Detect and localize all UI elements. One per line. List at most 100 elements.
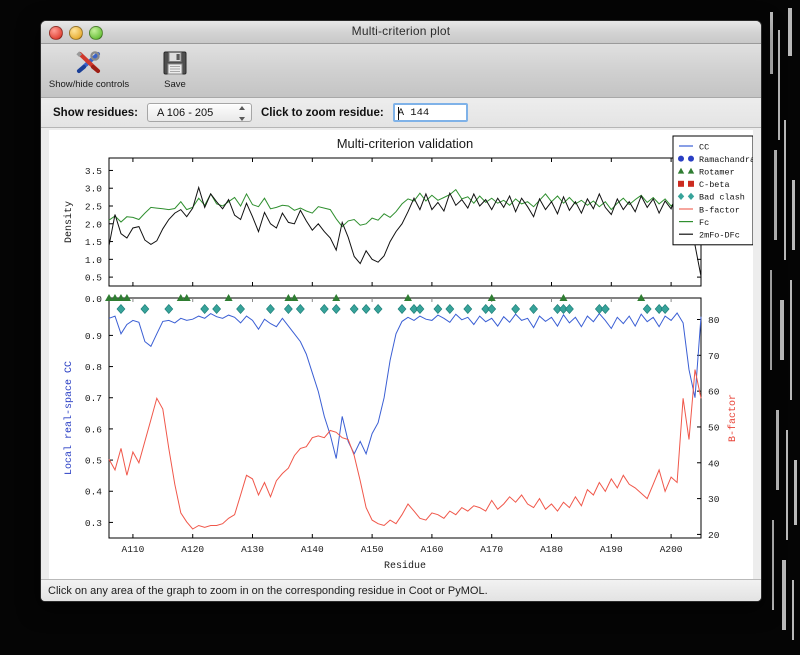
marker-bad-clash[interactable] <box>511 304 521 314</box>
marker-bad-clash[interactable] <box>553 304 562 314</box>
marker-rotamer[interactable] <box>116 294 125 301</box>
legend-swatch-square <box>678 180 684 187</box>
marker-rotamer[interactable] <box>637 294 646 301</box>
residue-range-value: A 106 - 205 <box>157 106 214 119</box>
marker-rotamer[interactable] <box>332 294 341 301</box>
legend-swatch-square <box>688 180 694 187</box>
window-title: Multi-criterion plot <box>351 24 451 38</box>
marker-bad-clash[interactable] <box>164 304 174 314</box>
residue-xtick: A150 <box>361 544 384 555</box>
marker-bad-clash[interactable] <box>236 304 245 314</box>
cc-ytick: 0.6 <box>85 424 102 435</box>
marker-bad-clash[interactable] <box>487 304 497 314</box>
status-text: Click on any area of the graph to zoom i… <box>48 584 488 597</box>
marker-rotamer[interactable] <box>110 294 119 301</box>
marker-bad-clash[interactable] <box>415 304 425 314</box>
stepper-arrows-icon[interactable] <box>237 106 246 121</box>
legend-swatch-diamond <box>677 192 685 200</box>
marker-rotamer[interactable] <box>105 294 113 301</box>
bfactor-ytick: 60 <box>708 387 720 398</box>
marker-bad-clash[interactable] <box>481 304 491 314</box>
bfactor-ytick: 20 <box>708 530 720 541</box>
legend-swatch-triangle <box>677 167 685 174</box>
marker-bad-clash[interactable] <box>445 304 455 314</box>
residue-xtick: A180 <box>540 544 563 555</box>
marker-bad-clash[interactable] <box>349 304 359 314</box>
chart-legend: CC Ramachandran Rotamer C-beta Bad clash B-fa… <box>672 135 753 246</box>
save-button[interactable]: Save <box>139 47 211 90</box>
controls-bar: Show residues: A 106 - 205 Click to zoom… <box>41 98 761 128</box>
marker-bad-clash[interactable] <box>319 304 329 314</box>
bfactor-ytick: 80 <box>708 315 720 326</box>
marker-rotamer[interactable] <box>559 294 568 301</box>
marker-rotamer[interactable] <box>284 294 293 301</box>
marker-bad-clash[interactable] <box>283 304 293 314</box>
marker-bad-clash[interactable] <box>529 304 538 314</box>
save-label: Save <box>164 79 186 90</box>
series-b-factor <box>108 369 702 530</box>
marker-rotamer[interactable] <box>224 294 233 301</box>
bfactor-ytick: 50 <box>708 422 720 433</box>
marker-bad-clash[interactable] <box>660 304 670 314</box>
legend-label: 2mFo-DFc <box>699 231 740 241</box>
floppy-disk-icon <box>161 48 189 78</box>
series-cc <box>108 312 702 459</box>
window-titlebar[interactable]: Multi-criterion plot <box>41 21 761 44</box>
density-ytick: 1.0 <box>85 255 102 266</box>
residue-range-select[interactable]: A 106 - 205 <box>147 103 252 122</box>
marker-bad-clash[interactable] <box>200 304 210 314</box>
marker-bad-clash[interactable] <box>594 304 604 314</box>
legend-label: B-factor <box>699 205 740 215</box>
density-panel[interactable]: 0.5 1.0 1.5 2.0 2.5 3.0 3.5 Density <box>63 157 702 287</box>
marker-bad-clash[interactable] <box>654 304 664 314</box>
marker-bad-clash[interactable] <box>397 304 407 314</box>
zoom-residue-input[interactable]: A 144 <box>392 103 468 122</box>
marker-bad-clash[interactable] <box>373 304 383 314</box>
marker-bad-clash[interactable] <box>266 304 275 314</box>
cc-ytick: 0.3 <box>85 518 102 529</box>
marker-bad-clash[interactable] <box>295 304 305 314</box>
zoom-residue-label: Click to zoom residue: <box>261 106 384 119</box>
density-ytick: 3.5 <box>85 166 102 177</box>
cc-ytick-top: 0.0 <box>85 294 102 305</box>
density-ylabel: Density <box>63 201 75 243</box>
marker-bad-clash[interactable] <box>565 304 574 314</box>
chart-title: Multi-criterion validation <box>337 136 474 151</box>
marker-bad-clash[interactable] <box>559 304 568 314</box>
chart-svg[interactable]: Multi-criterion validation 0.5 1.0 1.5 2.0 2.… <box>49 130 753 580</box>
bfactor-ytick: 70 <box>708 351 720 362</box>
marker-bad-clash[interactable] <box>433 304 443 314</box>
marker-rotamer[interactable] <box>487 294 496 301</box>
marker-bad-clash[interactable] <box>116 304 126 314</box>
marker-rotamer[interactable] <box>176 294 185 301</box>
plot-area[interactable]: Multi-criterion validation 0.5 1.0 1.5 2.0 2.… <box>41 128 761 584</box>
legend-label: Fc <box>699 218 709 228</box>
legend-label: CC <box>699 142 709 152</box>
marker-bad-clash[interactable] <box>409 304 419 314</box>
residue-xtick: A190 <box>600 544 623 555</box>
marker-bad-clash[interactable] <box>600 304 610 314</box>
marker-bad-clash[interactable] <box>212 304 222 314</box>
close-button-icon[interactable] <box>49 26 63 40</box>
validation-panel[interactable]: 0.3 0.4 0.5 0.6 0.7 0.8 0.9 0.0 20 30 40 50 60 70 80 A1… <box>63 294 739 555</box>
marker-rotamer[interactable] <box>122 294 131 301</box>
window-controls[interactable] <box>49 26 103 40</box>
multi-criterion-figure[interactable]: Multi-criterion validation 0.5 1.0 1.5 2.0 2.… <box>49 130 753 580</box>
marker-rotamer[interactable] <box>403 294 412 301</box>
density-ytick: 2.0 <box>85 219 102 230</box>
residue-xtick: A200 <box>660 544 683 555</box>
show-hide-controls-button[interactable]: Show/hide controls <box>49 47 129 90</box>
residue-xtick: A140 <box>301 544 324 555</box>
zoom-button-icon[interactable] <box>89 26 103 40</box>
marker-bad-clash[interactable] <box>463 304 473 314</box>
show-hide-controls-label: Show/hide controls <box>48 79 130 90</box>
marker-rotamer[interactable] <box>290 294 299 301</box>
marker-bad-clash[interactable] <box>642 304 652 314</box>
marker-bad-clash[interactable] <box>331 304 341 314</box>
marker-bad-clash[interactable] <box>140 304 150 314</box>
toolbar: Show/hide controls Save <box>41 44 761 98</box>
marker-bad-clash[interactable] <box>361 304 371 314</box>
residue-xtick: A110 <box>122 544 145 555</box>
marker-rotamer[interactable] <box>182 294 191 301</box>
minimize-button-icon[interactable] <box>69 26 83 40</box>
